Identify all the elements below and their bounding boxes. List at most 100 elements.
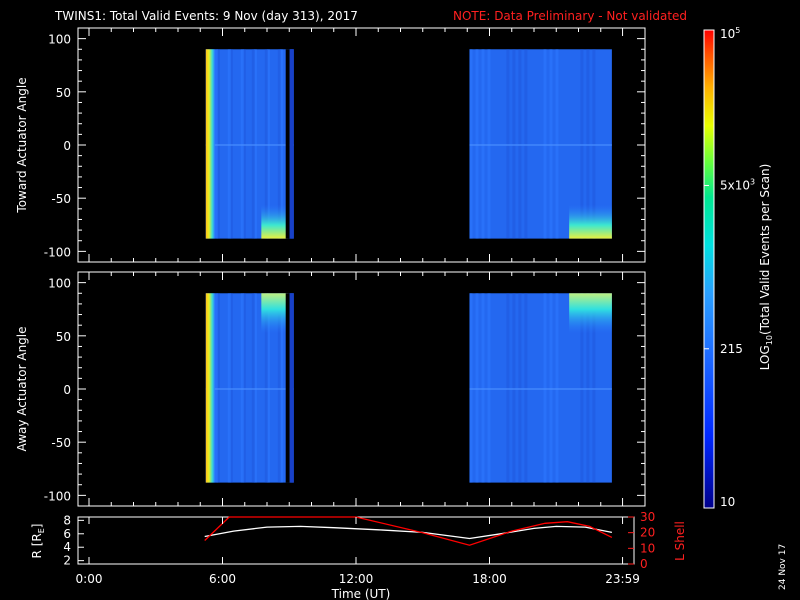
- heatmap-texture: [518, 293, 522, 483]
- heatmap-texture: [592, 49, 596, 239]
- lshell-tick-label: 10: [640, 541, 655, 555]
- heatmap-texture: [555, 49, 559, 239]
- heatmap-texture: [253, 293, 257, 483]
- toward-angle-panel: -100 -50 0 50 100 Toward Actuator Angle: [15, 27, 646, 263]
- heatmap-texture: [227, 49, 231, 239]
- heatmap-texture: [475, 293, 479, 483]
- heatmap-texture: [549, 49, 553, 239]
- heatmap-texture: [549, 293, 553, 483]
- heatmap-texture: [214, 293, 218, 483]
- time-tick-label: 6:00: [209, 572, 236, 586]
- heatmap-texture: [279, 293, 283, 483]
- y-tick-label: -50: [51, 192, 71, 206]
- x-axis-label: Time (UT): [331, 587, 391, 600]
- heatmap-texture: [580, 293, 584, 483]
- heatmap-texture: [543, 49, 547, 239]
- heatmap-texture: [277, 293, 281, 483]
- heatmap-zero-band: [469, 388, 612, 390]
- figure-title: TWINS1: Total Valid Events: 9 Nov (day 3…: [54, 9, 358, 23]
- colorbar-ticks: 10 215 5x103 105: [704, 26, 755, 509]
- colorbar-label: LOG10(Total Valid Events per Scan): [758, 164, 774, 371]
- heatmap-texture: [487, 293, 491, 483]
- y-tick-label: 100: [48, 277, 71, 291]
- heatmap-zero-band: [205, 388, 294, 390]
- heatmap-texture: [266, 293, 270, 483]
- heatmap-texture: [481, 49, 485, 239]
- heatmap-bright-edge: [205, 49, 215, 239]
- y-tick-label: 0: [63, 383, 71, 397]
- date-stamp: 24 Nov 17: [778, 544, 788, 590]
- colorbar-tick-label: 105: [720, 26, 740, 41]
- heatmap-texture: [279, 49, 283, 239]
- heatmap-texture: [543, 293, 547, 483]
- x-axis-ticks: [88, 28, 624, 262]
- heatmap-zero-band: [205, 144, 294, 146]
- radius-line: [204, 525, 613, 540]
- heatmap-texture: [524, 293, 528, 483]
- heatmap-texture: [227, 293, 231, 483]
- heatmap-texture: [469, 293, 473, 483]
- heatmap-hotspot: [569, 293, 612, 334]
- heatmap-texture: [524, 49, 528, 239]
- lshell-tick-label: 0: [640, 557, 648, 571]
- r-tick-label: 6: [63, 527, 71, 541]
- time-tick-label: 23:59: [605, 572, 640, 586]
- y-axis-label: Toward Actuator Angle: [15, 77, 29, 213]
- heatmap-blocks: [205, 293, 612, 483]
- lshell-tick-label: 30: [640, 510, 655, 524]
- heatmap-texture: [266, 49, 270, 239]
- heatmap-zero-band: [469, 144, 612, 146]
- heatmap-texture: [506, 293, 510, 483]
- heatmap-texture: [264, 49, 268, 239]
- lshell-tick-label: 20: [640, 526, 655, 540]
- heatmap-texture: [518, 49, 522, 239]
- heatmap-texture: [216, 49, 220, 239]
- y-tick-label: 0: [63, 139, 71, 153]
- heatmap-texture: [264, 293, 268, 483]
- heatmap-hotspot: [261, 293, 288, 334]
- heatmap-blocks: [205, 49, 612, 239]
- time-tick-label: 0:00: [76, 572, 103, 586]
- r-axis-label: R [RE]: [30, 524, 46, 559]
- colorbar: 10 215 5x103 105 LOG10(Total Valid Events p…: [703, 26, 774, 509]
- heatmap-texture: [216, 293, 220, 483]
- lshell-axis-label: L Shell: [673, 521, 687, 561]
- heatmap-texture: [253, 49, 257, 239]
- heatmap-hotspot: [261, 204, 288, 239]
- time-tick-label: 12:00: [339, 572, 374, 586]
- heatmap-texture: [580, 49, 584, 239]
- heatmap-texture: [251, 49, 255, 239]
- heatmap-texture: [277, 49, 281, 239]
- r-tick-label: 8: [63, 513, 71, 527]
- heatmap-texture: [592, 293, 596, 483]
- heatmap-gap: [285, 293, 290, 483]
- lshell-line: [204, 516, 613, 546]
- heatmap-hotspot: [569, 204, 612, 239]
- time-tick-label: 18:00: [472, 572, 507, 586]
- heatmap-texture: [512, 49, 516, 239]
- heatmap-texture: [229, 293, 233, 483]
- heatmap-texture: [506, 49, 510, 239]
- time-axis: 0:00 6:00 12:00 18:00 23:59: [76, 517, 640, 586]
- y-tick-label: 100: [48, 33, 71, 47]
- heatmap-texture: [240, 293, 244, 483]
- heatmap-texture: [586, 49, 590, 239]
- y-tick-label: 50: [56, 330, 71, 344]
- heatmap-texture: [586, 293, 590, 483]
- orbit-series: [204, 516, 613, 546]
- away-angle-panel: -100 -50 0 50 100 Away Actuator Angle: [15, 271, 646, 507]
- heatmap-strip: [289, 293, 294, 483]
- colorbar-tick-label: 10: [720, 495, 735, 509]
- heatmap-gap: [285, 49, 290, 239]
- heatmap-texture: [475, 49, 479, 239]
- y-tick-label: -50: [51, 436, 71, 450]
- heatmap-texture: [242, 293, 246, 483]
- heatmap-texture: [214, 49, 218, 239]
- plot-frame: [77, 516, 635, 565]
- heatmap-texture: [555, 293, 559, 483]
- colorbar-tick-label: 215: [720, 342, 743, 356]
- y-axis-label: Away Actuator Angle: [15, 326, 29, 451]
